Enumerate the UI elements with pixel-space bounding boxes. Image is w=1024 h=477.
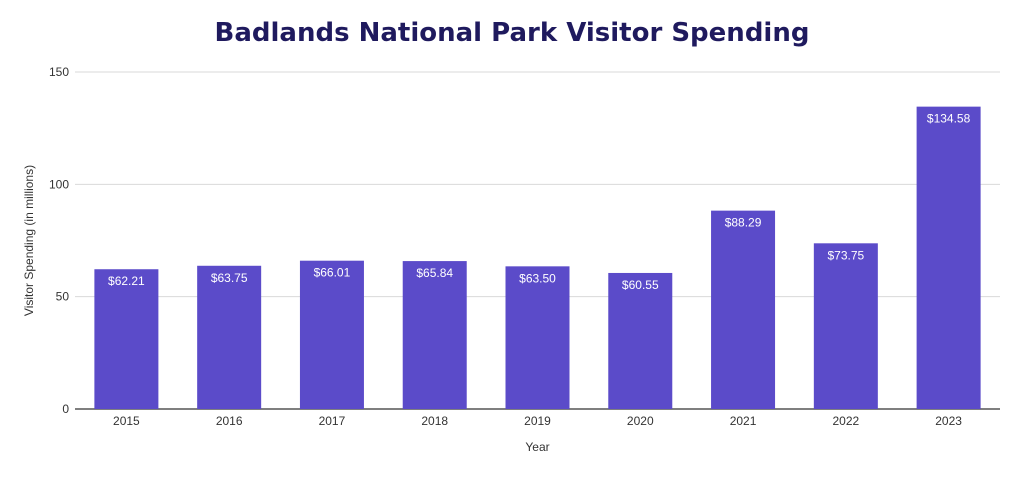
bar bbox=[94, 269, 159, 409]
bars bbox=[94, 106, 981, 409]
bar bbox=[402, 261, 467, 409]
data-label: $63.50 bbox=[519, 271, 556, 285]
data-label: $65.84 bbox=[416, 266, 453, 280]
data-label: $60.55 bbox=[622, 278, 659, 292]
x-axis-title: Year bbox=[525, 440, 549, 454]
bar bbox=[197, 265, 262, 409]
data-label: $88.29 bbox=[725, 216, 762, 230]
bar bbox=[608, 272, 673, 409]
x-tick-label: 2017 bbox=[319, 414, 346, 428]
bar bbox=[813, 243, 878, 409]
chart-title: Badlands National Park Visitor Spending bbox=[214, 18, 810, 48]
data-label: $62.21 bbox=[108, 274, 145, 288]
x-axis: 2015 2016 2017 2018 2019 2020 2021 2022 2023 bbox=[113, 414, 962, 428]
y-axis-title: Visitor Spending (in millions) bbox=[22, 165, 36, 316]
x-tick-label: 2020 bbox=[627, 414, 654, 428]
x-tick-label: 2018 bbox=[421, 414, 448, 428]
x-tick-label: 2015 bbox=[113, 414, 140, 428]
bar bbox=[299, 260, 364, 409]
data-labels: $62.21 $63.75 $66.01 $65.84 $63.50 $60.55 $88.… bbox=[108, 112, 971, 292]
y-tick-label: 0 bbox=[62, 402, 69, 416]
x-tick-label: 2022 bbox=[832, 414, 859, 428]
bar bbox=[505, 266, 570, 409]
x-tick-label: 2016 bbox=[216, 414, 243, 428]
y-tick-label: 150 bbox=[49, 65, 69, 79]
y-tick-label: 100 bbox=[49, 177, 69, 191]
data-label: $73.75 bbox=[827, 248, 864, 262]
data-label: $63.75 bbox=[211, 271, 248, 285]
x-tick-label: 2021 bbox=[730, 414, 757, 428]
data-label: $134.58 bbox=[927, 112, 971, 126]
x-tick-label: 2019 bbox=[524, 414, 551, 428]
y-tick-label: 50 bbox=[56, 290, 70, 304]
bar bbox=[916, 106, 981, 409]
x-tick-label: 2023 bbox=[935, 414, 962, 428]
bar bbox=[711, 210, 776, 409]
data-label: $66.01 bbox=[314, 266, 351, 280]
y-axis: 0 50 100 150 bbox=[49, 65, 69, 416]
